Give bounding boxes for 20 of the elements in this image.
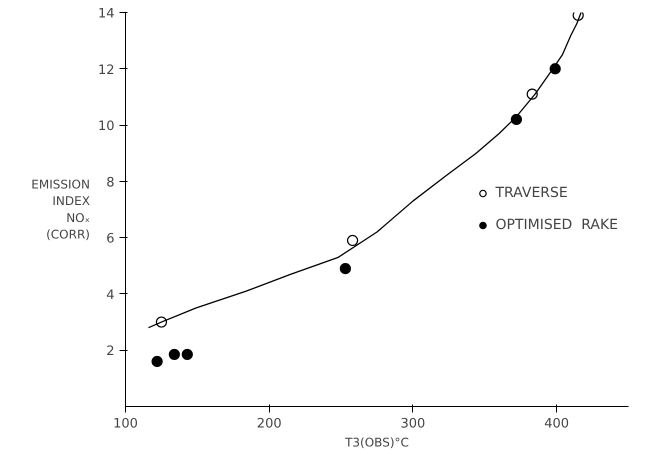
y-tick-label: 14 <box>98 6 115 22</box>
legend-label: TRAVERSE <box>495 185 568 201</box>
y-tick-label: 12 <box>98 62 115 78</box>
point <box>168 348 180 360</box>
y-tick-label: 8 <box>106 175 115 190</box>
point <box>182 348 193 360</box>
y-tick-label: 2 <box>106 344 115 360</box>
x-axis-title: T3(OBS)°C <box>344 436 409 450</box>
point <box>346 234 358 246</box>
x-tick-label: 300 <box>400 416 426 432</box>
y-tick-label: 6 <box>106 232 115 247</box>
x-tick-label: 400 <box>544 416 570 432</box>
y-tick-label: 4 <box>106 288 115 303</box>
y-tick-label: 10 <box>98 119 115 134</box>
point <box>152 356 163 368</box>
x-tick-label: 100 <box>113 416 138 432</box>
point <box>340 263 351 274</box>
y-axis-title: EMISSION INDEX NOₓ (CORR) <box>31 177 90 242</box>
x-tick-label: 200 <box>256 416 282 432</box>
legend-label: OPTIMISED RAKE <box>495 217 618 233</box>
